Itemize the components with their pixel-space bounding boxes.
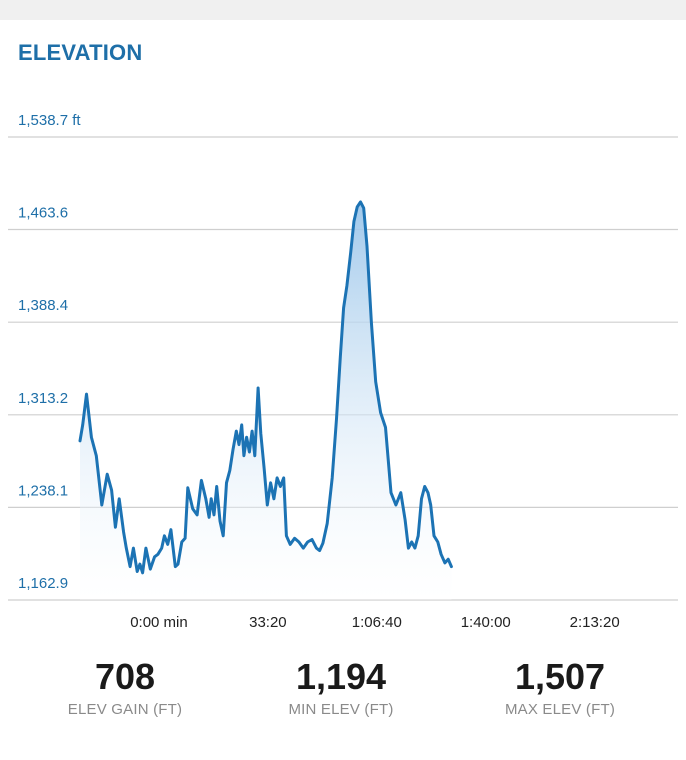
elevation-line xyxy=(78,200,453,575)
elevation-chart: 1,538.7 ft 1,463.6 1,388.4 1,313.2 1,238.1 1,… xyxy=(8,112,678,631)
x-tick-label: 33:20 xyxy=(249,614,287,631)
y-tick-label: 1,538.7 ft xyxy=(18,112,81,129)
min-elev-label: MIN ELEV (FT) xyxy=(288,701,394,718)
y-tick-label: 1,313.2 xyxy=(18,390,68,407)
y-tick-label: 1,463.6 xyxy=(18,205,68,222)
max-elev-value: 1,507 xyxy=(514,656,606,697)
stats-row: 708 ELEV GAIN (FT) 1,194 MIN ELEV (FT) 1… xyxy=(0,655,686,735)
max-elev-stat: 1,507 MAX ELEV (FT) xyxy=(460,655,660,718)
elev-gain-stat: 708 ELEV GAIN (FT) xyxy=(25,655,225,718)
chart-title: ELEVATION xyxy=(18,40,143,65)
x-tick-label: 1:06:40 xyxy=(352,614,402,631)
max-elev-label: MAX ELEV (FT) xyxy=(504,701,616,718)
min-elev-value: 1,194 xyxy=(295,656,387,697)
status-bar xyxy=(0,0,686,20)
elev-gain-value: 708 xyxy=(94,656,156,697)
min-elev-stat: 1,194 MIN ELEV (FT) xyxy=(241,655,441,718)
x-tick-label: 1:40:00 xyxy=(461,614,511,631)
x-tick-label: 2:13:20 xyxy=(570,614,620,631)
elev-gain-label: ELEV GAIN (FT) xyxy=(67,701,183,718)
y-tick-label: 1,162.9 xyxy=(18,575,68,592)
x-tick-label: 0:00 min xyxy=(130,614,188,631)
elevation-area xyxy=(80,201,452,600)
y-tick-label: 1,388.4 xyxy=(18,297,68,314)
y-tick-label: 1,238.1 xyxy=(18,482,68,499)
